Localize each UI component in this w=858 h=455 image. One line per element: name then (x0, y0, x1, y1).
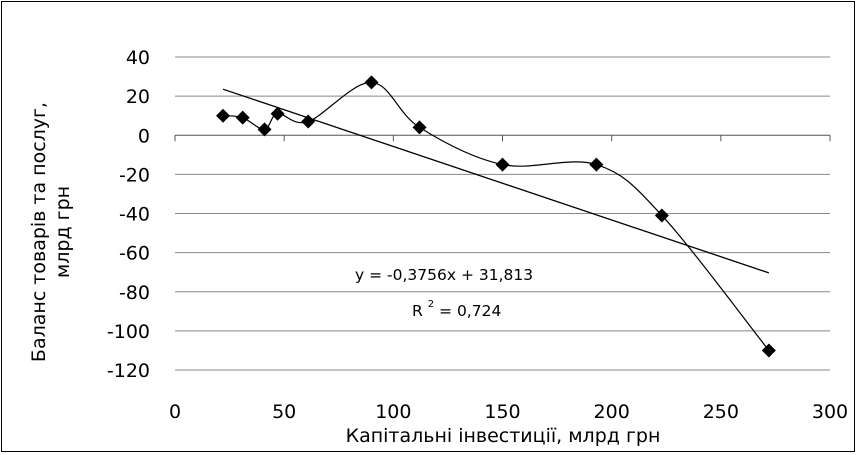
r-squared-prefix: R (412, 302, 423, 320)
y-axis-title-line2: млрд грн (52, 186, 74, 278)
y-tick-label: -60 (119, 243, 150, 265)
y-axis-title-line1: Баланс товарів та послуг, (28, 102, 50, 362)
y-tick-label: 0 (138, 125, 150, 147)
data-point-marker (216, 108, 231, 123)
data-point-marker (495, 157, 510, 172)
x-tick-label: 150 (484, 401, 520, 423)
y-tick-label: -40 (119, 204, 150, 226)
axes (174, 134, 831, 142)
data-point-marker (364, 75, 379, 90)
x-tick-label: 50 (272, 401, 296, 423)
r-squared-value: = 0,724 (439, 302, 501, 320)
data-point-marker (761, 343, 776, 358)
x-tick-label: 200 (594, 401, 630, 423)
y-tick-label: -20 (119, 164, 150, 186)
data-point-marker (589, 157, 604, 172)
x-axis-title: Капітальні інвестиції, млрд грн (346, 425, 661, 447)
x-tick-label: 0 (169, 401, 181, 423)
data-points (216, 75, 776, 358)
linear-trendline (222, 88, 770, 274)
r-squared-label: R 2 = 0,724 (412, 293, 501, 320)
data-point-marker (257, 122, 272, 137)
y-axis-title-group: Баланс товарів та послуг, млрд грн (28, 102, 74, 362)
y-tick-label: -80 (119, 282, 150, 304)
x-tick-label: 100 (375, 401, 411, 423)
y-tick-label: -100 (107, 321, 150, 343)
y-tick-label: -120 (107, 360, 150, 382)
data-point-marker (412, 120, 427, 135)
y-tick-label: 40 (126, 47, 150, 69)
x-tick-label: 300 (812, 401, 848, 423)
y-tick-label: 20 (126, 86, 150, 108)
trendline-layer (222, 88, 770, 274)
r-squared-superscript: 2 (428, 299, 434, 310)
data-point-marker (270, 106, 285, 121)
grid-lines (175, 56, 830, 371)
data-point-marker (301, 114, 316, 129)
x-tick-label: 250 (703, 401, 739, 423)
trendline-equation: y = -0,3756x + 31,813 (355, 266, 533, 284)
data-point-marker (235, 110, 250, 125)
data-point-marker (654, 208, 669, 223)
